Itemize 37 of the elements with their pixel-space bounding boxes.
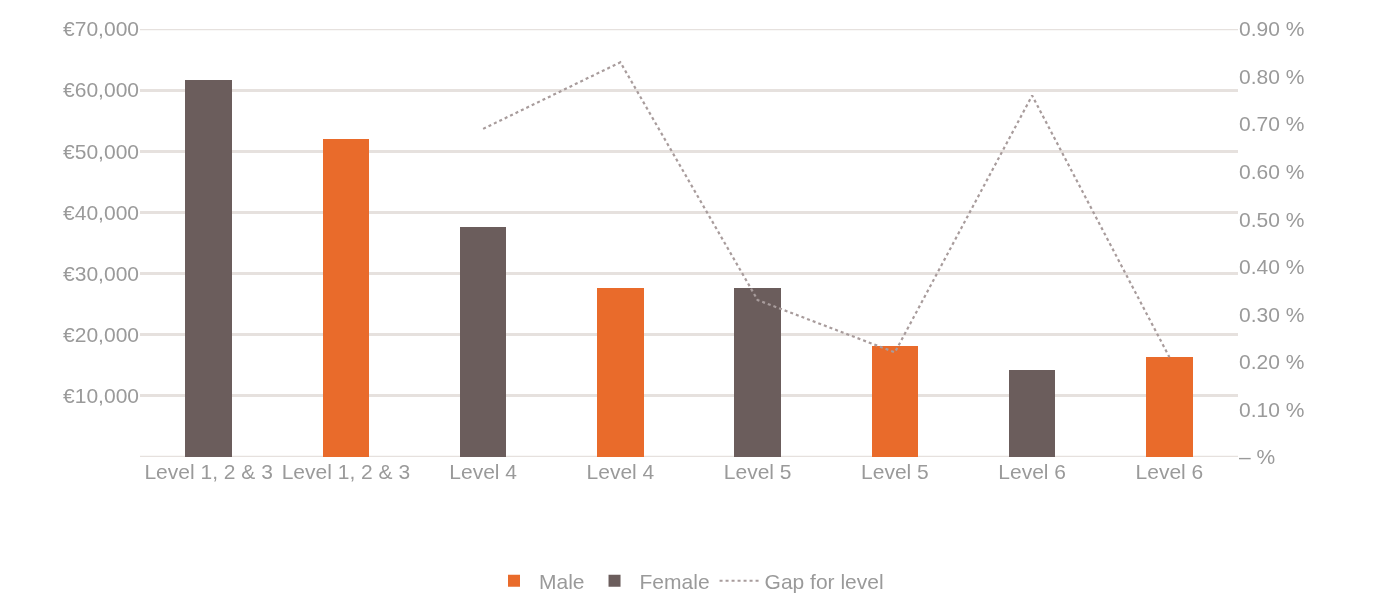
x-tick-label: Level 6 — [1135, 460, 1204, 483]
y2-tick-label: 0.30 % — [1239, 302, 1305, 326]
x-tick-label: Level 1, 2 & 3 — [281, 460, 411, 483]
y2-tick-label: 0.70 % — [1239, 112, 1305, 136]
y2-tick-label: 0.50 % — [1239, 207, 1305, 231]
y-tick-label: €50,000 — [63, 139, 139, 163]
y2-tick-label: 0.60 % — [1239, 160, 1305, 184]
y-tick-label: €70,000 — [63, 17, 139, 41]
y2-tick-label: 0.90 % — [1239, 17, 1305, 41]
x-tick-label: Level 4 — [449, 460, 518, 483]
y-tick-label: €10,000 — [63, 384, 139, 408]
bar — [185, 80, 232, 457]
line-series — [482, 61, 1171, 359]
bar — [460, 227, 506, 457]
x-tick-label: Level 1, 2 & 3 — [144, 460, 273, 483]
bar — [1146, 357, 1193, 457]
y-tick-label: €60,000 — [63, 78, 139, 102]
x-tick-label: Level 6 — [998, 460, 1066, 483]
y2-tick-label: 0.80 % — [1239, 64, 1305, 88]
y-tick-label: €30,000 — [63, 261, 139, 285]
y2-tick-label: – % — [1239, 445, 1276, 469]
legend-label: Female — [639, 569, 710, 593]
y2-tick-label: 0.10 % — [1239, 397, 1305, 421]
x-tick-label: Level 5 — [861, 460, 929, 483]
legend-label: Male — [539, 569, 585, 593]
bar — [1009, 370, 1055, 457]
bar — [872, 346, 918, 457]
y-tick-label: €40,000 — [63, 200, 139, 224]
y2-tick-label: 0.20 % — [1239, 350, 1305, 374]
bar — [323, 139, 369, 457]
y-tick-label: €20,000 — [63, 323, 139, 347]
x-tick-label: Level 4 — [586, 460, 655, 483]
legend-label: Gap for level — [764, 569, 884, 593]
bar — [597, 288, 644, 457]
bar — [734, 288, 781, 457]
y2-tick-label: 0.40 % — [1239, 255, 1305, 279]
x-tick-label: Level 5 — [723, 460, 792, 483]
